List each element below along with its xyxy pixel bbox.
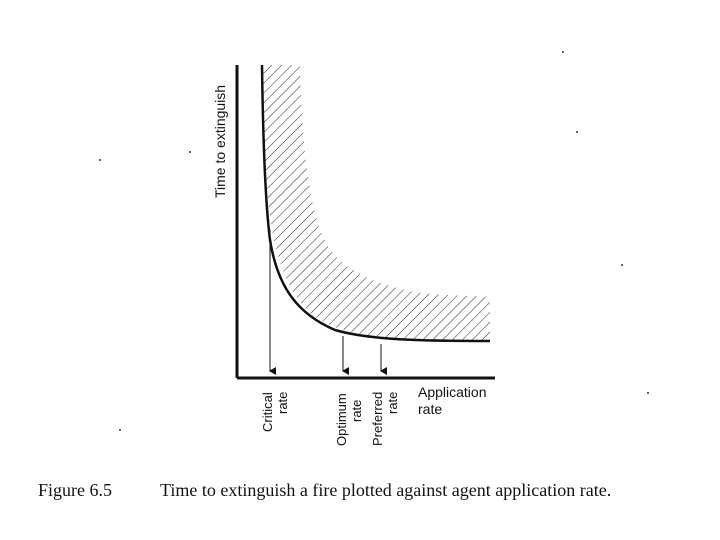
optimum-rate-label: Optimum rate [334,393,364,446]
figure-caption-number: Figure 6.5 [38,480,112,500]
svg-text:Optimum: Optimum [334,393,349,446]
x-axis-label-line2: rate [418,401,442,417]
hatched-scatter-band [262,65,490,340]
preferred-rate-label: Preferred rate [370,392,400,446]
x-axis-label-line1: Application [418,384,487,400]
svg-text:rate: rate [385,392,400,414]
figure-caption-text: Time to extinguish a fire plotted agains… [160,480,611,500]
scan-speckles [99,51,649,431]
critical-rate-label: Critical rate [260,392,290,432]
extinguish-curve [260,64,491,343]
y-axis-label: Time to extinguish [212,85,228,198]
svg-text:rate: rate [349,400,364,422]
svg-text:Preferred: Preferred [370,392,385,446]
svg-text:rate: rate [275,392,290,414]
svg-text:Critical: Critical [260,392,275,432]
